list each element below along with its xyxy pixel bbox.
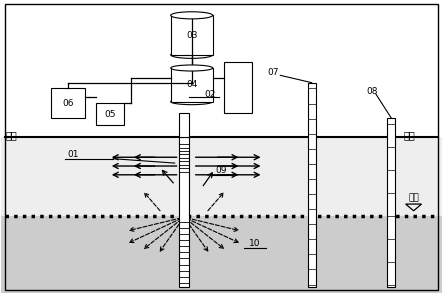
Text: 地面: 地面	[403, 130, 415, 140]
Text: 地面: 地面	[6, 130, 18, 140]
Bar	[1, 216, 442, 293]
Text: 05: 05	[104, 110, 116, 118]
Ellipse shape	[171, 65, 213, 71]
Text: 01: 01	[68, 150, 79, 159]
Bar	[179, 113, 189, 137]
Bar	[179, 137, 189, 288]
Bar	[224, 62, 253, 113]
Text: 08: 08	[366, 87, 377, 96]
Text: 水位: 水位	[408, 194, 419, 203]
Text: 07: 07	[268, 68, 280, 77]
Ellipse shape	[171, 51, 213, 59]
Text: 04: 04	[186, 80, 198, 89]
Bar	[307, 83, 315, 288]
Text: 09: 09	[216, 166, 227, 175]
Ellipse shape	[171, 12, 213, 19]
Bar	[171, 15, 213, 55]
Bar	[387, 118, 395, 288]
Text: 02: 02	[205, 90, 216, 99]
Bar	[51, 88, 85, 118]
Text: 03: 03	[186, 31, 198, 40]
Bar	[1, 137, 442, 216]
Ellipse shape	[171, 98, 213, 105]
Text: 06: 06	[62, 98, 74, 108]
Bar	[96, 103, 124, 125]
Text: 10: 10	[249, 239, 260, 248]
Bar	[171, 68, 213, 102]
